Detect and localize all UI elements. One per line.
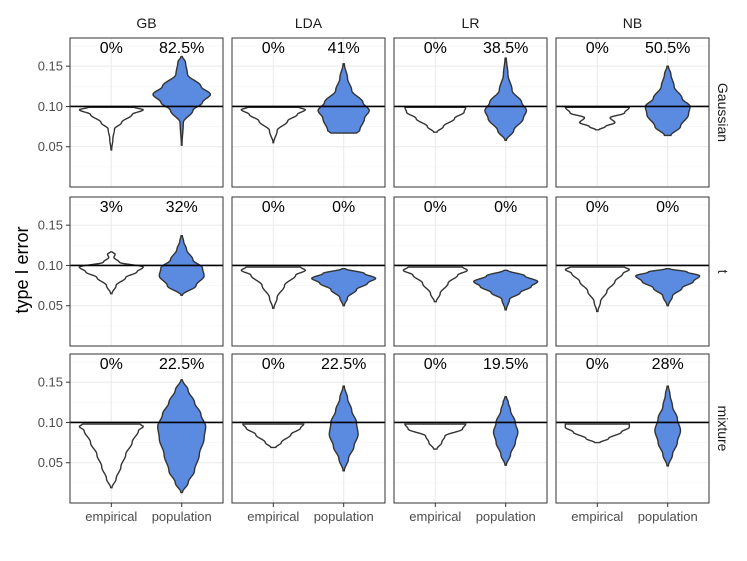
percent-label-empirical: 0% [424,199,447,216]
percent-label-population: 41% [328,40,360,57]
column-facet-label: LR [462,15,480,31]
percent-label-empirical: 0% [100,40,123,57]
x-tick-label: population [638,509,698,524]
x-tick-label: population [314,509,374,524]
violin-empirical [564,266,631,313]
percent-label-empirical: 0% [100,356,123,373]
y-tick-label: 0.05 [38,139,63,154]
column-facet-label: GB [136,15,156,31]
percent-label-empirical: 0% [424,356,447,373]
panel-lr-gaussian [393,37,548,188]
percent-label-population: 22.5% [159,356,204,373]
panel-border [555,37,710,188]
panel-border [393,196,548,347]
y-tick-label: 0.15 [38,59,63,74]
panel-border [393,37,548,188]
violin-empirical [564,106,631,131]
panel-lda-gaussian [231,37,386,188]
panel-gb-gaussian: 0.05 0.10 0.15 [38,37,224,188]
percent-label-population: 19.5% [483,356,528,373]
violin-empirical [78,106,144,151]
x-tick-label: empirical [85,509,137,524]
y-tick-label: 0.10 [38,415,63,430]
percent-label-empirical: 3% [100,199,123,216]
violin-empirical [404,106,467,133]
percent-label-population: 0% [494,199,517,216]
violin-population [484,57,528,141]
panel-nb-mixture: empirical population [555,353,710,524]
x-tick-label: population [476,509,536,524]
panel-lda-t [231,196,386,347]
panel-gb-mixture: 0.05 0.10 0.15 empirical population [38,353,224,524]
percent-label-empirical: 0% [424,40,447,57]
y-tick-label: 0.05 [38,298,63,313]
panel-border [555,353,710,504]
violin-population [317,63,370,134]
violin-population [472,269,539,311]
panel-nb-t [555,196,710,347]
violin-empirical [564,423,631,444]
y-tick-label: 0.15 [38,218,63,233]
column-facet-label: LDA [295,15,323,31]
panel-nb-gaussian [555,37,710,188]
panel-border [69,353,224,504]
panel-border [69,196,224,347]
violin-empirical [240,266,307,309]
violin-empirical [240,106,307,144]
violin-population [152,55,212,146]
row-facet-label: mixture [715,406,731,452]
percent-label-population: 50.5% [645,40,690,57]
violin-population [310,267,377,307]
y-tick-label: 0.10 [38,258,63,273]
column-facet-label: NB [623,15,642,31]
row-facet-label: Gaussian [715,83,731,142]
panel-border [393,353,548,504]
violin-population [654,385,682,467]
y-tick-label: 0.15 [38,375,63,390]
y-tick-label: 0.05 [38,455,63,470]
percent-label-population: 22.5% [321,356,366,373]
x-tick-label: empirical [571,509,623,524]
percent-label-empirical: 0% [262,356,285,373]
y-tick-label: 0.10 [38,99,63,114]
violin-population [644,65,691,137]
percent-label-empirical: 0% [262,40,285,57]
panel-border [231,196,386,347]
percent-label-population: 82.5% [159,40,204,57]
panel-border [69,37,224,188]
panel-lr-t [393,196,548,347]
panel-gb-t: 0.05 0.10 0.15 [38,196,224,347]
panel-lr-mixture: empirical population [393,353,548,524]
percent-label-population: 38.5% [483,40,528,57]
percent-label-population: 0% [332,199,355,216]
violin-population [328,385,359,472]
percent-label-empirical: 0% [586,40,609,57]
x-tick-label: population [152,509,212,524]
y-axis-label: type I error [12,226,32,313]
violin-empirical [402,266,468,303]
violin-empirical [78,251,145,295]
violin-empirical [78,423,145,489]
x-tick-label: empirical [247,509,299,524]
percent-label-empirical: 0% [586,356,609,373]
panel-border [231,353,386,504]
panel-border [555,196,710,347]
violin-population [492,395,519,466]
percent-label-population: 28% [652,356,684,373]
panel-lda-mixture: empirical population [231,353,386,524]
percent-label-population: 0% [656,199,679,216]
panel-border [231,37,386,188]
row-facet-label: t [715,270,731,274]
violin-population [156,379,207,494]
violin-empirical [242,423,305,449]
percent-label-empirical: 0% [262,199,285,216]
percent-label-empirical: 0% [586,199,609,216]
violin-population [634,267,701,307]
percent-label-population: 32% [166,199,198,216]
violin-empirical [404,423,467,450]
x-tick-label: empirical [409,509,461,524]
